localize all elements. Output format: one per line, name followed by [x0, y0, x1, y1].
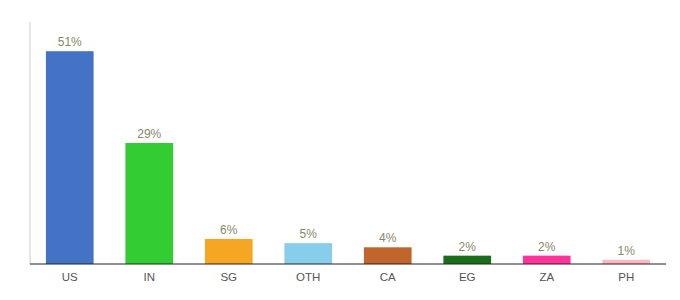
- data-label: 2%: [459, 240, 477, 254]
- bar: [443, 256, 491, 264]
- data-label: 5%: [300, 227, 318, 241]
- data-label: 4%: [379, 231, 397, 245]
- x-tick-label: OTH: [296, 271, 320, 283]
- x-tick-label: CA: [380, 271, 396, 283]
- data-label: 29%: [137, 127, 161, 141]
- chart: 51% 29% 6% 5% 4% 2% 2% 1% US IN SG OTH CA EG ZA PH: [0, 0, 680, 300]
- x-tick-label: SG: [220, 271, 237, 283]
- y-axis-line: [30, 22, 31, 264]
- bar: [46, 51, 94, 264]
- x-axis-line: [30, 264, 666, 265]
- bar: [364, 247, 412, 264]
- x-tick-label: IN: [144, 271, 156, 283]
- x-tick-label: EG: [459, 271, 476, 283]
- bars: [46, 51, 650, 264]
- x-tick-label: US: [62, 271, 78, 283]
- chart-container: 51% 29% 6% 5% 4% 2% 2% 1% US IN SG OTH CA EG ZA PH: [0, 0, 680, 300]
- bar: [205, 239, 253, 264]
- bar: [523, 256, 571, 264]
- bar: [125, 143, 173, 264]
- data-label: 1%: [618, 244, 636, 258]
- data-label: 51%: [58, 35, 82, 49]
- bar: [602, 260, 650, 264]
- x-tick-label: ZA: [539, 271, 554, 283]
- bar: [284, 243, 332, 264]
- data-label: 6%: [220, 223, 238, 237]
- x-tick-label: PH: [618, 271, 634, 283]
- data-label: 2%: [538, 240, 556, 254]
